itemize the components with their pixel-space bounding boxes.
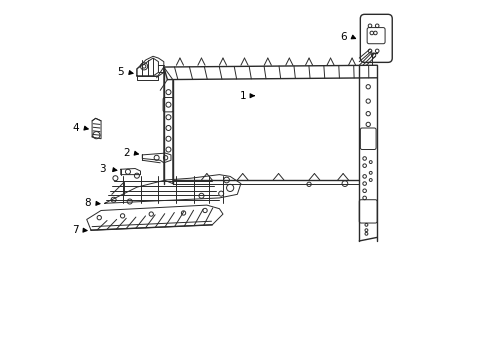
Text: 6: 6 [339, 32, 346, 41]
Text: 2: 2 [122, 148, 129, 158]
Text: 3: 3 [100, 164, 106, 174]
Text: 1: 1 [239, 91, 245, 101]
Text: 8: 8 [84, 198, 91, 208]
Text: 7: 7 [72, 225, 79, 235]
Text: 4: 4 [73, 123, 79, 133]
Text: 5: 5 [117, 67, 124, 77]
